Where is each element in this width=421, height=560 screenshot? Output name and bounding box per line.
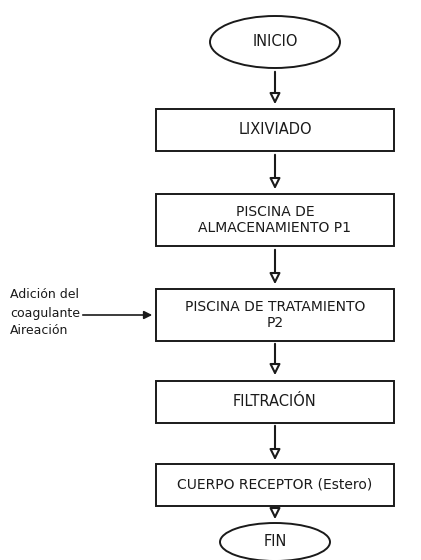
Text: FILTRACIÓN: FILTRACIÓN bbox=[233, 394, 317, 409]
Text: FIN: FIN bbox=[263, 534, 287, 549]
Bar bbox=[156, 289, 394, 341]
Bar bbox=[156, 109, 394, 151]
Bar bbox=[156, 194, 394, 246]
Bar bbox=[156, 381, 394, 423]
Text: coagulante: coagulante bbox=[10, 306, 80, 320]
Text: INICIO: INICIO bbox=[252, 35, 298, 49]
Text: PISCINA DE
ALMACENAMIENTO P1: PISCINA DE ALMACENAMIENTO P1 bbox=[198, 205, 352, 235]
Bar bbox=[156, 464, 394, 506]
Text: CUERPO RECEPTOR (Estero): CUERPO RECEPTOR (Estero) bbox=[177, 478, 373, 492]
Text: Aireación: Aireación bbox=[10, 324, 68, 338]
Text: LIXIVIADO: LIXIVIADO bbox=[238, 123, 312, 138]
Text: Adición del: Adición del bbox=[10, 288, 79, 301]
Text: PISCINA DE TRATAMIENTO
P2: PISCINA DE TRATAMIENTO P2 bbox=[185, 300, 365, 330]
